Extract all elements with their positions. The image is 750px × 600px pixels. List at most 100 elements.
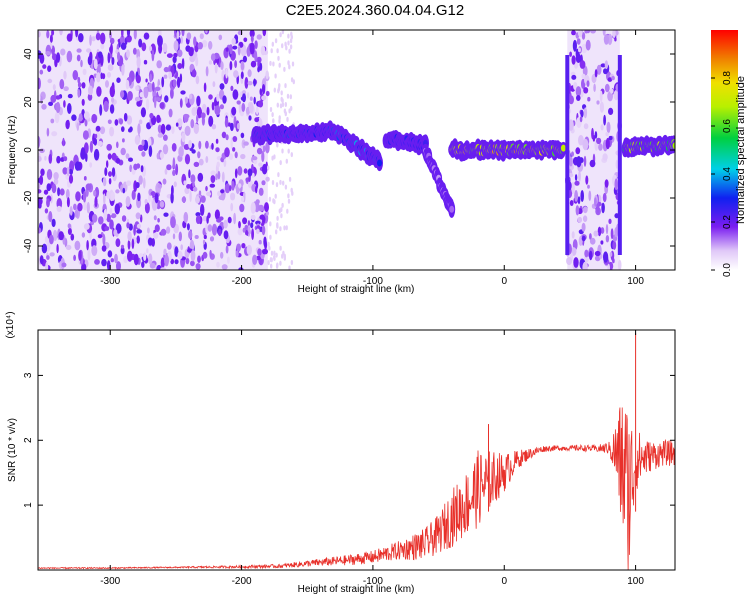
noise-blob — [186, 32, 192, 40]
noise-blob — [186, 184, 191, 189]
noise-blob — [96, 86, 102, 97]
noise-blob — [289, 38, 293, 44]
noise-blob — [251, 172, 255, 178]
noise-blob — [217, 190, 222, 197]
noise-blob — [286, 208, 289, 214]
colorbar-label: Normalized spectral amplitude — [735, 76, 747, 224]
noise-blob — [154, 86, 161, 92]
noise-blob — [242, 55, 247, 63]
noise-blob — [263, 236, 267, 248]
noise-blob — [220, 189, 225, 194]
noise-blob — [66, 166, 70, 177]
noise-blob — [184, 187, 190, 195]
noise-blob — [60, 48, 66, 56]
noise-blob — [172, 233, 176, 240]
noise-blob — [160, 123, 166, 135]
noise-blob — [255, 220, 261, 225]
noise-blob — [281, 30, 285, 35]
noise-blob — [144, 198, 148, 205]
noise-blob — [93, 148, 100, 161]
noise-blob — [203, 234, 207, 240]
noise-blob — [98, 216, 104, 225]
noise-blob — [256, 34, 262, 40]
noise-blob — [173, 52, 178, 58]
noise-blob — [278, 62, 281, 68]
colorbar-ticks: 0.0 0.2 0.4 0.6 0.8 — [711, 71, 733, 277]
noise-blob — [264, 202, 269, 213]
noise-blob — [173, 40, 179, 52]
noise-blob — [571, 231, 575, 239]
noise-blob — [241, 102, 246, 112]
noise-blob — [247, 220, 251, 227]
noise-blob — [267, 165, 270, 171]
noise-blob — [279, 103, 283, 109]
noise-blob — [571, 151, 574, 157]
noise-blob — [67, 223, 72, 229]
colorbar — [711, 30, 738, 270]
noise-blob — [242, 217, 248, 225]
noise-blob — [275, 229, 278, 235]
noise-blob — [103, 100, 109, 113]
noise-blob — [44, 236, 50, 244]
noise-blob — [54, 178, 59, 185]
noise-blob — [141, 261, 145, 268]
noise-blob — [273, 256, 276, 261]
noise-blob — [210, 175, 216, 183]
noise-blob — [261, 95, 267, 101]
noise-blob — [128, 157, 133, 162]
noise-blob — [197, 255, 201, 263]
noise-blob — [276, 262, 279, 268]
noise-blob — [44, 155, 47, 161]
y-tick-label: -20 — [23, 190, 34, 205]
x-tick-label: -300 — [100, 276, 120, 287]
noise-blob — [218, 195, 225, 201]
noise-blob — [280, 96, 283, 102]
noise-blob — [211, 142, 214, 150]
noise-blob — [603, 34, 610, 45]
noise-blob — [210, 53, 216, 61]
noise-blob — [120, 147, 126, 156]
noise-blob — [131, 189, 136, 201]
noise-blob — [147, 237, 153, 246]
noise-blob — [234, 168, 238, 179]
noise-blob — [202, 251, 208, 259]
noise-blob — [162, 178, 167, 185]
noise-blob — [206, 191, 212, 197]
noise-blob — [166, 226, 171, 234]
noise-blob — [87, 93, 93, 101]
noise-blob — [287, 60, 290, 66]
noise-blob — [250, 202, 256, 214]
noise-blob — [176, 30, 180, 40]
noise-blob — [127, 250, 133, 262]
noise-blob — [107, 64, 114, 71]
noise-blob — [84, 118, 88, 127]
noise-blob — [89, 162, 93, 168]
noise-blob — [239, 203, 245, 213]
noise-blob — [181, 132, 186, 143]
noise-blob — [62, 167, 68, 175]
snr-ylabel: SNR (10 * v/v) — [7, 418, 18, 482]
noise-blob — [221, 171, 225, 183]
noise-blob — [281, 43, 284, 49]
noise-blob — [600, 227, 605, 234]
colorbar-tick-label: 0.0 — [722, 263, 733, 277]
noise-blob — [262, 30, 267, 37]
noise-blob — [254, 117, 260, 123]
noise-blob — [65, 189, 70, 200]
noise-blob — [56, 205, 62, 212]
y-tick-label: 1 — [23, 502, 34, 508]
page-title: C2E5.2024.360.04.04.G12 — [285, 2, 465, 19]
noise-blob — [290, 152, 293, 158]
noise-blob — [59, 30, 63, 36]
noise-blob — [51, 53, 57, 61]
noise-blob — [76, 122, 80, 131]
noise-blob — [249, 30, 255, 38]
noise-blob — [116, 261, 121, 270]
y-tick-label: 40 — [23, 48, 34, 60]
x-tick-label: -100 — [363, 576, 383, 587]
noise-blob — [232, 45, 238, 50]
noise-blob — [77, 88, 81, 98]
snr-multiplier: (x10⁴) — [5, 311, 16, 338]
noise-blob — [81, 232, 86, 238]
noise-blob — [88, 85, 93, 96]
